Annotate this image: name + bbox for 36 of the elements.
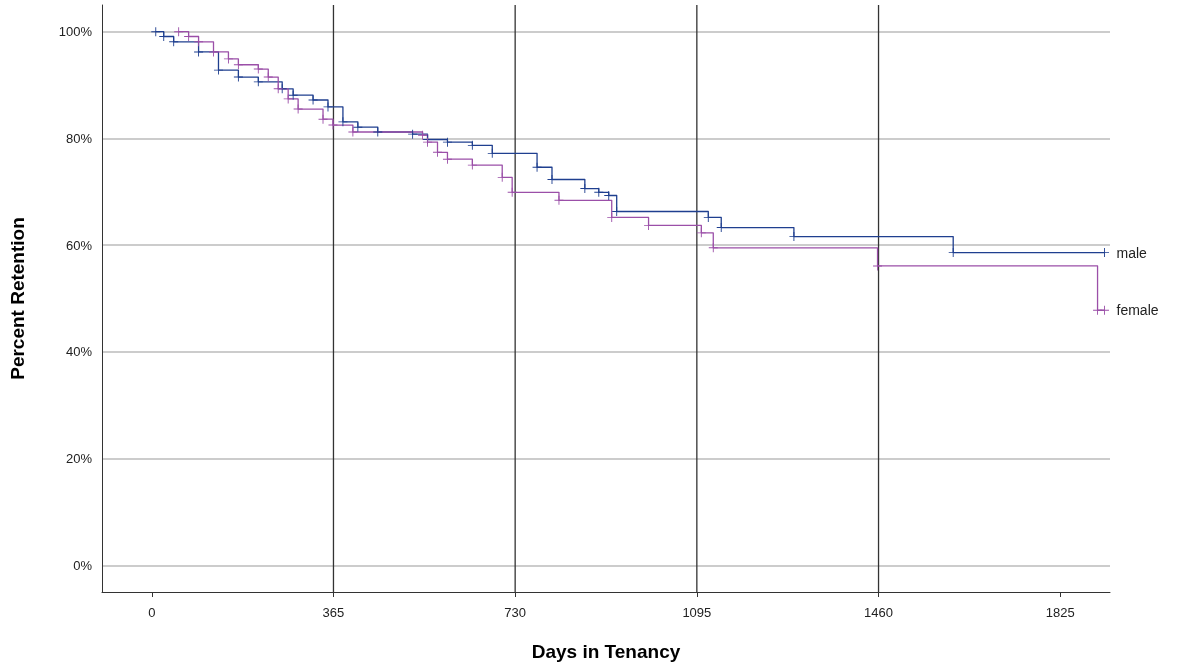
point — [233, 60, 243, 70]
point — [467, 160, 477, 170]
point — [442, 137, 452, 147]
y-tick-label: 40% — [65, 344, 93, 360]
y-tick-label: 0% — [73, 557, 93, 573]
point — [253, 77, 263, 87]
x-tick-label: 0 — [148, 605, 156, 620]
y-tick-label: 60% — [65, 237, 93, 253]
x-axis-title: Days in Tenancy — [531, 641, 681, 662]
point — [288, 90, 298, 100]
point — [169, 37, 179, 47]
point — [507, 187, 517, 197]
y-tick-label: 100% — [58, 24, 93, 40]
point — [293, 104, 303, 114]
point — [283, 94, 293, 104]
y-axis-title: Percent Retention — [7, 217, 28, 380]
x-tick-label: 1460 — [864, 605, 893, 620]
point — [273, 84, 283, 94]
point — [696, 228, 706, 238]
point — [353, 122, 363, 132]
y-tick-label: 80% — [65, 130, 93, 146]
y-tick-label: 20% — [65, 451, 93, 467]
x-tick-label: 1095 — [682, 605, 712, 620]
point — [532, 162, 542, 172]
x-tick-label: 365 — [322, 605, 345, 620]
x-tick-label: 730 — [504, 605, 527, 620]
point — [418, 130, 428, 140]
point — [151, 27, 161, 37]
series-label: male — [1116, 244, 1148, 261]
point — [338, 117, 348, 127]
point — [174, 27, 184, 37]
series-label: female — [1116, 302, 1159, 319]
point — [594, 187, 604, 197]
x-tick-label: 1825 — [1045, 605, 1075, 620]
point — [708, 243, 718, 253]
point — [408, 129, 418, 139]
